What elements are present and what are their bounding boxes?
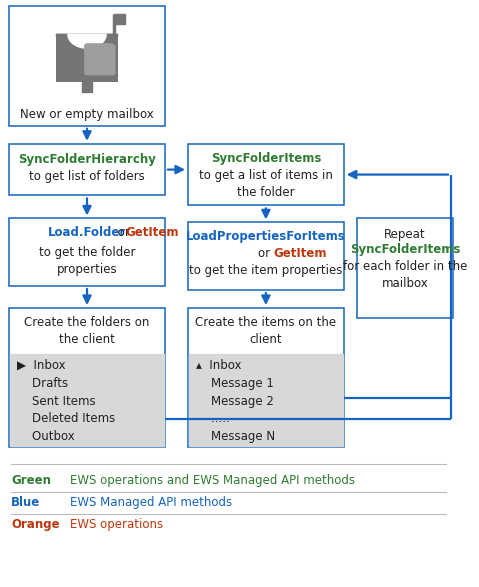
- Text: LoadPropertiesForItems: LoadPropertiesForItems: [186, 230, 346, 243]
- Text: SyncFolderHierarchy: SyncFolderHierarchy: [18, 153, 156, 166]
- Text: ▶  Inbox: ▶ Inbox: [17, 359, 65, 372]
- Text: Create the items on the
client: Create the items on the client: [195, 316, 336, 346]
- FancyBboxPatch shape: [84, 43, 115, 76]
- Text: to get the item properties: to get the item properties: [189, 264, 342, 277]
- Text: SyncFolderItems: SyncFolderItems: [350, 243, 460, 257]
- Text: Blue: Blue: [11, 496, 40, 509]
- Text: Orange: Orange: [11, 518, 59, 531]
- Text: SyncFolderItems: SyncFolderItems: [211, 151, 321, 165]
- Text: GetItem: GetItem: [125, 227, 179, 239]
- Text: Create the folders on
the client: Create the folders on the client: [24, 316, 150, 346]
- FancyBboxPatch shape: [9, 218, 165, 286]
- Text: to get list of folders: to get list of folders: [29, 170, 145, 183]
- Text: GetItem: GetItem: [274, 247, 327, 260]
- Text: Deleted Items: Deleted Items: [17, 413, 115, 426]
- Text: for each folder in the
mailbox: for each folder in the mailbox: [343, 260, 467, 290]
- Text: EWS operations: EWS operations: [70, 518, 163, 531]
- FancyBboxPatch shape: [9, 144, 165, 195]
- Text: to get the folder
properties: to get the folder properties: [39, 246, 135, 276]
- FancyBboxPatch shape: [357, 218, 453, 318]
- FancyBboxPatch shape: [9, 308, 165, 447]
- Text: or: or: [258, 247, 274, 260]
- Text: Repeat: Repeat: [384, 228, 426, 241]
- FancyBboxPatch shape: [9, 6, 165, 126]
- FancyBboxPatch shape: [188, 308, 344, 447]
- Polygon shape: [68, 34, 106, 48]
- Bar: [10, 354, 164, 446]
- Text: to get a list of items in
the folder: to get a list of items in the folder: [199, 168, 333, 198]
- Polygon shape: [114, 14, 125, 24]
- Text: ▴  Inbox: ▴ Inbox: [195, 359, 241, 372]
- Text: Message 1: Message 1: [195, 377, 274, 390]
- FancyBboxPatch shape: [188, 222, 344, 290]
- FancyBboxPatch shape: [57, 34, 118, 82]
- Text: Sent Items: Sent Items: [17, 394, 95, 407]
- Text: Message N: Message N: [195, 430, 274, 443]
- Bar: [82, 82, 92, 92]
- Text: Load.Folder: Load.Folder: [48, 227, 126, 239]
- Text: EWS operations and EWS Managed API methods: EWS operations and EWS Managed API metho…: [70, 474, 355, 487]
- Text: Message 2: Message 2: [195, 394, 274, 407]
- Bar: [189, 354, 343, 446]
- Text: Green: Green: [11, 474, 51, 487]
- Text: .....: .....: [195, 413, 229, 426]
- Text: Outbox: Outbox: [17, 430, 74, 443]
- Polygon shape: [57, 34, 118, 56]
- Text: or: or: [114, 227, 134, 239]
- FancyBboxPatch shape: [188, 144, 344, 205]
- Text: EWS Managed API methods: EWS Managed API methods: [70, 496, 232, 509]
- Text: New or empty mailbox: New or empty mailbox: [20, 108, 154, 121]
- Text: Drafts: Drafts: [17, 377, 68, 390]
